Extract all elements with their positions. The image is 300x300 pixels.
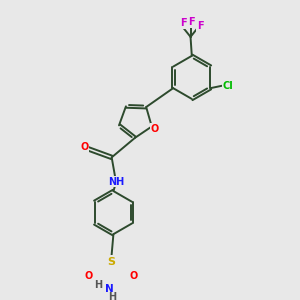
Text: N: N	[105, 284, 114, 293]
Text: NH: NH	[109, 177, 125, 187]
Text: Cl: Cl	[223, 81, 234, 91]
Text: O: O	[85, 271, 93, 281]
Text: O: O	[129, 271, 137, 281]
Text: O: O	[80, 142, 88, 152]
Text: S: S	[107, 257, 115, 267]
Text: F: F	[188, 17, 195, 27]
Text: H: H	[94, 280, 102, 290]
Text: O: O	[151, 124, 159, 134]
Text: F: F	[180, 18, 187, 28]
Text: H: H	[108, 292, 116, 300]
Text: F: F	[197, 21, 203, 31]
